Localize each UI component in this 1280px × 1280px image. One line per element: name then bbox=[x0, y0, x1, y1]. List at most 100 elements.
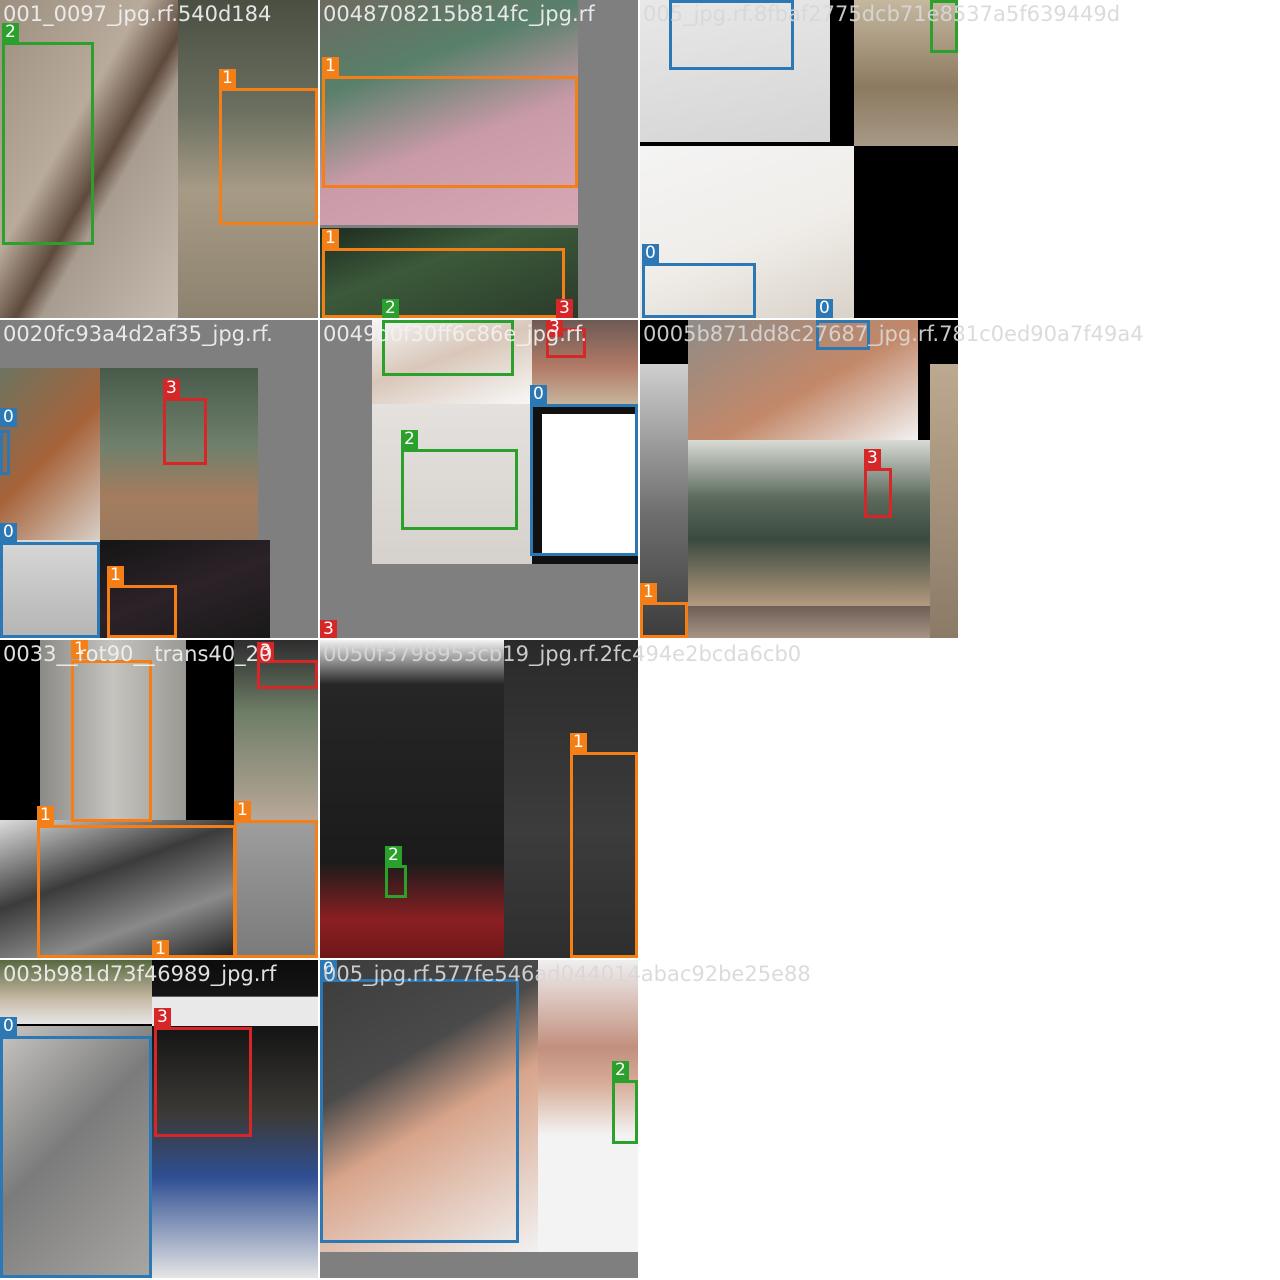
baseball-field-image bbox=[234, 640, 318, 820]
detection-box bbox=[0, 542, 100, 638]
class-label: 2 bbox=[382, 320, 399, 321]
mosaic-tile-9: 3 0 bbox=[0, 960, 318, 1278]
detection-box bbox=[71, 660, 152, 822]
detection-box bbox=[219, 88, 318, 225]
detection-box bbox=[385, 865, 407, 898]
detection-box bbox=[322, 76, 578, 188]
class-label: 2 bbox=[385, 846, 402, 865]
dark-object-image bbox=[100, 540, 270, 638]
mosaic-tile-6: 3 1 bbox=[640, 320, 958, 638]
detection-box bbox=[640, 602, 688, 638]
class-label: 1 bbox=[322, 229, 339, 248]
mosaic-tile-3: 0 0 bbox=[640, 0, 958, 318]
mosaic-tile-8: 2 1 bbox=[320, 640, 638, 958]
class-label: 3 bbox=[320, 620, 337, 638]
detection-box bbox=[642, 263, 756, 318]
tile-filename: 005_jpg.rf.8fbaf2775dcb71e8537a5f639449d bbox=[643, 2, 1121, 26]
pistol-drawing-paper bbox=[542, 414, 638, 554]
tile-filename: 005_jpg.rf.577fe546ad044014abac92be25e88 bbox=[323, 962, 811, 986]
rotated-portrait-image bbox=[0, 368, 100, 540]
tile-filename: 003b981d73f46989_jpg.rf bbox=[3, 962, 277, 986]
class-label: 1 bbox=[640, 583, 657, 602]
tile-filename: 0020fc93a4d2af35_jpg.rf. bbox=[3, 322, 273, 346]
tile-filename: 0048708215b814fc_jpg.rf bbox=[323, 2, 595, 26]
class-label: 3 bbox=[864, 449, 881, 468]
white-shape-image bbox=[152, 960, 318, 1026]
class-label: 0 bbox=[320, 960, 337, 979]
tile-filename: 0033__rot90__trans40_20 bbox=[3, 642, 273, 666]
tile-filename: 0050f3798953cb19_jpg.rf.2fc494e2bcda6cb0 bbox=[323, 642, 802, 666]
crowd-image bbox=[688, 606, 930, 638]
detection-box bbox=[669, 0, 794, 70]
class-label: 3 bbox=[546, 320, 563, 337]
hand-holding-pistol-image bbox=[320, 960, 538, 1252]
class-label: 3 bbox=[257, 642, 274, 661]
class-label: 3 bbox=[154, 1008, 171, 1027]
class-label: 2 bbox=[612, 1061, 629, 1080]
rifle-barrel-image bbox=[320, 228, 578, 318]
class-label: 1 bbox=[107, 566, 124, 585]
pistol-closeup-image bbox=[0, 540, 100, 638]
class-label: 1 bbox=[219, 69, 236, 88]
detection-box bbox=[864, 468, 892, 518]
tile-filename: 0049d0f30ff6c86e_jpg.rf. bbox=[323, 322, 588, 346]
detection-box bbox=[612, 1080, 638, 1144]
knife-blade-closeup-image bbox=[0, 0, 178, 318]
detection-box bbox=[570, 752, 638, 958]
tripod-ground-image bbox=[178, 0, 318, 318]
class-label: 1 bbox=[152, 940, 169, 958]
knife-defense-instructor-image bbox=[320, 640, 504, 958]
tile-filename: 0005b871dd8c27687_jpg.rf.781c0ed90a7f49a… bbox=[643, 322, 1144, 346]
detection-box bbox=[930, 0, 958, 53]
softball-batter-image bbox=[152, 1026, 318, 1278]
detection-box bbox=[816, 320, 870, 350]
class-label: 1 bbox=[570, 733, 587, 752]
detection-box bbox=[320, 979, 519, 1243]
mosaic-tile-2: 1 1 2 3 bbox=[320, 0, 638, 318]
detection-box bbox=[530, 404, 638, 556]
detection-box bbox=[322, 248, 565, 318]
tile-filename: 001_0097_jpg.rf.540d184 bbox=[3, 2, 272, 26]
player-sliding-image bbox=[0, 960, 152, 1024]
class-label: 3 bbox=[556, 299, 573, 318]
class-label: 1 bbox=[71, 640, 88, 659]
hand-with-knife-image bbox=[372, 404, 532, 564]
detection-box bbox=[2, 42, 94, 245]
class-label: 3 bbox=[163, 379, 180, 398]
class-label: 0 bbox=[530, 385, 547, 404]
detection-box bbox=[37, 825, 236, 958]
detection-box bbox=[234, 820, 318, 958]
detection-box bbox=[546, 328, 586, 358]
mosaic-tile-7: 1 3 1 1 1 bbox=[0, 640, 318, 958]
class-label: 0 bbox=[816, 299, 833, 318]
detection-box bbox=[107, 585, 177, 638]
class-label: 2 bbox=[2, 23, 19, 42]
right-edge-image bbox=[930, 364, 958, 638]
street-scene-image bbox=[854, 0, 958, 146]
class-label: 0 bbox=[642, 244, 659, 263]
batting-cage-image bbox=[688, 440, 930, 606]
detection-box bbox=[0, 430, 10, 475]
man-holding-phone-image bbox=[640, 146, 854, 318]
class-label: 0 bbox=[0, 408, 17, 427]
class-label: 1 bbox=[234, 801, 251, 820]
detection-box bbox=[0, 1036, 152, 1278]
rifle-on-wall-image bbox=[40, 640, 186, 820]
detection-box bbox=[401, 449, 518, 530]
pistol-grip-closeup-image bbox=[0, 1026, 152, 1278]
mosaic-tile-1: 2 1 bbox=[0, 0, 318, 318]
class-label: 0 bbox=[0, 1017, 17, 1036]
mosaic-tile-4: 3 0 0 1 bbox=[0, 320, 318, 638]
detection-box bbox=[154, 1027, 252, 1137]
class-label: 2 bbox=[401, 430, 418, 449]
hand-with-knife-image bbox=[538, 960, 638, 1252]
class-label: 0 bbox=[0, 523, 17, 542]
knife-on-white-image bbox=[372, 320, 532, 404]
mosaic-tile-5: 2 3 2 0 3 bbox=[320, 320, 638, 638]
mosaic-tile-10: 0 2 bbox=[320, 960, 638, 1278]
detection-box bbox=[257, 660, 318, 689]
detection-box bbox=[382, 320, 514, 376]
detection-box bbox=[163, 398, 207, 465]
orange-shirt-image bbox=[688, 320, 918, 440]
class-label: 2 bbox=[382, 299, 399, 318]
